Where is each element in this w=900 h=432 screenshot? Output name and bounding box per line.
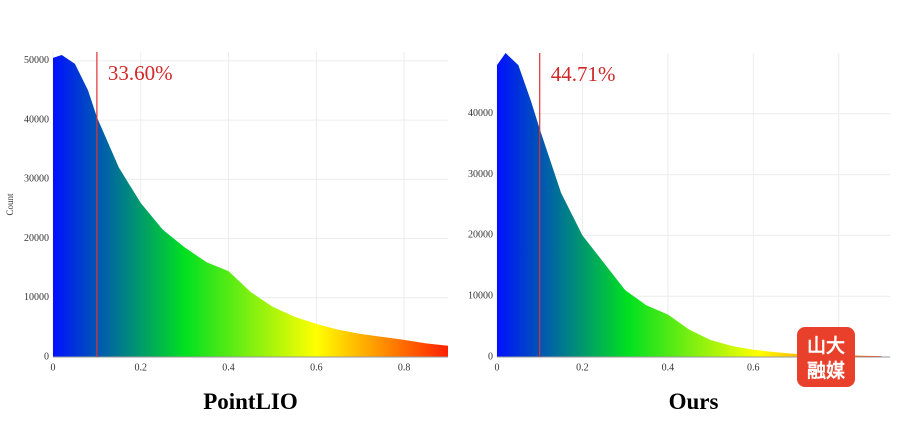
y-tick-label: 40000 — [468, 108, 493, 119]
x-tick-label: 0.4 — [222, 362, 235, 373]
x-tick-label: 0 — [495, 362, 500, 373]
watermark-text: 融媒 — [807, 360, 846, 382]
threshold-annotation: 33.60% — [108, 61, 173, 85]
x-tick-label: 0.8 — [398, 362, 411, 373]
y-tick-label: 30000 — [24, 174, 49, 185]
x-tick-label: 0.6 — [310, 362, 323, 373]
y-tick-label: 0 — [44, 351, 49, 362]
histogram-area — [53, 54, 448, 357]
y-tick-label: 10000 — [468, 290, 493, 301]
y-axis-label: Count — [5, 193, 15, 216]
x-tick-label: 0.2 — [576, 362, 589, 373]
y-tick-label: 0 — [488, 351, 493, 362]
y-tick-label: 30000 — [468, 169, 493, 180]
watermark-text: 山大 — [807, 334, 845, 357]
x-tick-label: 0.6 — [747, 362, 760, 373]
histogram-area — [497, 53, 882, 357]
y-tick-label: 20000 — [24, 233, 49, 244]
chart-title: PointLIO — [203, 389, 298, 414]
x-tick-label: 0.4 — [662, 362, 675, 373]
y-tick-label: 10000 — [24, 292, 49, 303]
watermark: 山大 融媒 — [797, 327, 855, 387]
watermark-badge — [797, 327, 855, 387]
y-tick-label: 20000 — [468, 230, 493, 241]
y-tick-label: 50000 — [24, 55, 49, 66]
threshold-annotation: 44.71% — [551, 62, 616, 86]
y-tick-label: 40000 — [24, 114, 49, 125]
chart-title: Ours — [669, 389, 719, 414]
x-tick-label: 0 — [51, 362, 56, 373]
x-tick-label: 0.2 — [135, 362, 148, 373]
